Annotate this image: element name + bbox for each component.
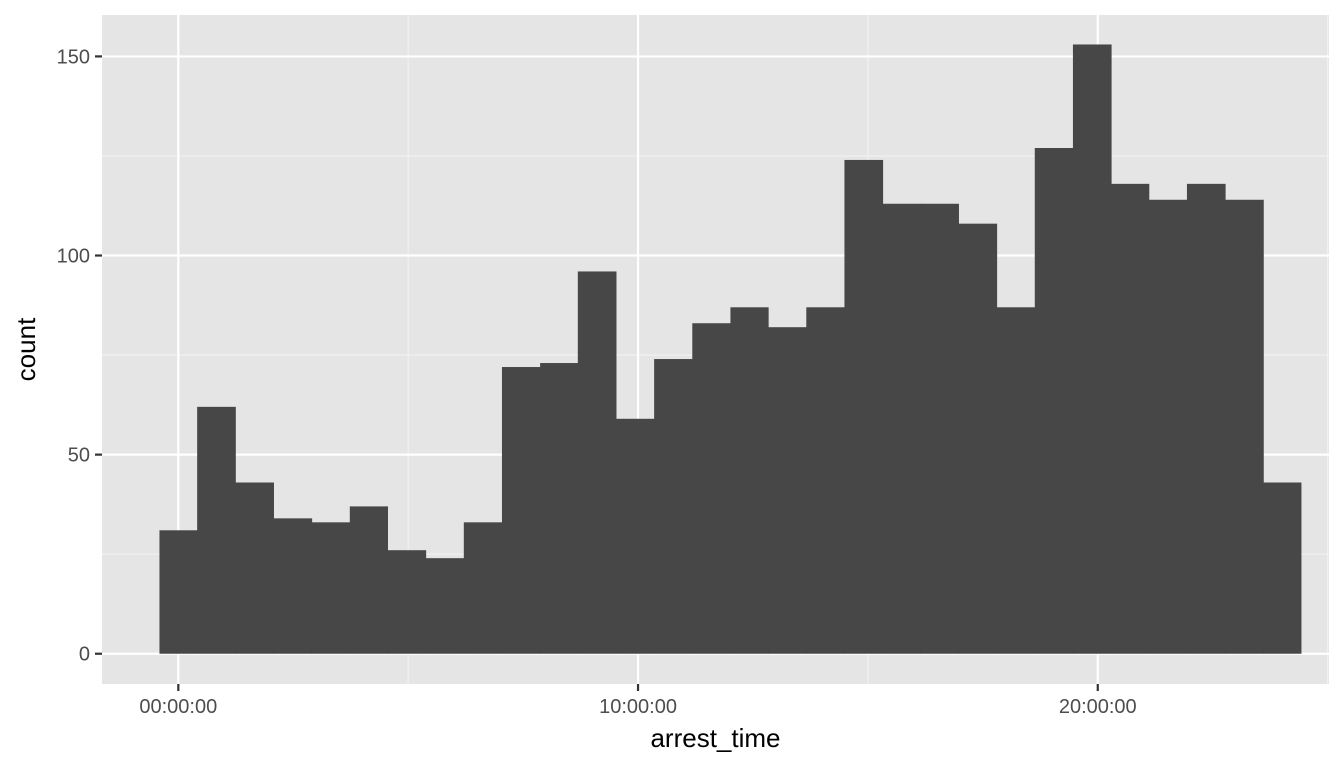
x-tick-label: 00:00:00	[139, 696, 217, 718]
histogram-bar	[1225, 199, 1264, 654]
histogram-bar	[387, 550, 427, 654]
histogram-bars	[159, 44, 1302, 654]
y-tick-label: 150	[57, 46, 90, 68]
histogram-bar	[806, 307, 845, 654]
histogram-bar	[920, 203, 959, 654]
x-tick-label: 10:00:00	[599, 696, 677, 718]
x-tick-label: 20:00:00	[1059, 696, 1137, 718]
histogram-bar	[996, 307, 1036, 654]
y-axis-title: count	[11, 317, 41, 381]
histogram-bar	[159, 530, 198, 654]
histogram-bar	[197, 406, 236, 654]
histogram-bar	[844, 159, 884, 654]
histogram-bar	[349, 506, 388, 654]
y-tick-label: 50	[68, 445, 90, 467]
y-tick-label: 0	[79, 644, 90, 666]
x-axis-title: arrest_time	[650, 723, 780, 753]
histogram-bar	[730, 307, 769, 654]
histogram-bar	[1072, 44, 1112, 654]
histogram-bar	[235, 482, 274, 654]
y-axis: 0 50 100 150	[57, 46, 102, 666]
histogram-bar	[692, 323, 731, 654]
histogram-bar	[882, 203, 922, 654]
histogram-bar	[577, 271, 617, 654]
x-axis: 00:00:00 10:00:00 20:00:00	[139, 684, 1137, 718]
histogram-bar	[768, 327, 807, 654]
histogram-bar	[958, 223, 998, 654]
histogram-bar	[540, 363, 579, 654]
histogram-bar	[615, 418, 655, 654]
histogram-bar	[501, 367, 541, 654]
histogram-bar	[1263, 482, 1302, 654]
histogram-bar	[311, 522, 351, 654]
histogram-bar	[425, 558, 465, 654]
histogram-bar	[1186, 183, 1226, 654]
y-tick-label: 100	[57, 246, 90, 268]
histogram-bar	[463, 522, 503, 654]
histogram-bar	[654, 359, 693, 654]
histogram-bar	[1034, 148, 1074, 654]
histogram-bar	[273, 518, 313, 654]
histogram-bar	[1148, 199, 1188, 654]
histogram-bar	[1111, 183, 1150, 654]
